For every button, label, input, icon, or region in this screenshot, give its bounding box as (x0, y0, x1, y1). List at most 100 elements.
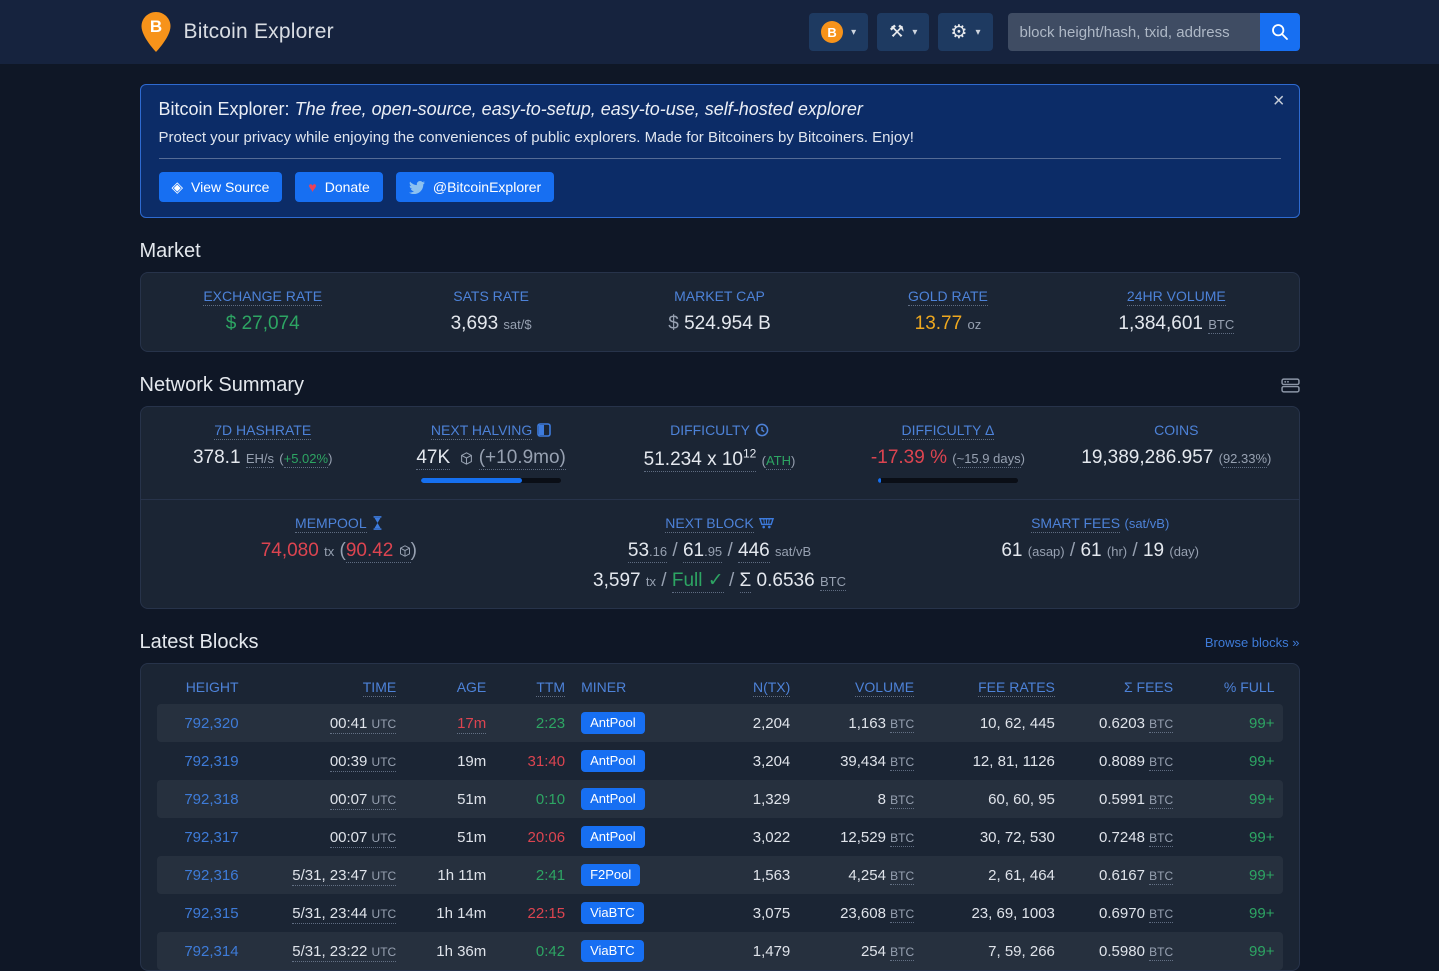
col-ttm: TTM (536, 679, 566, 697)
block-time: 5/31, 23:22 UTC (292, 942, 397, 962)
stat-coins: COINS 19,389,286.957 (92.33%) (1081, 422, 1272, 468)
col-sum-fees: Σ FEES (1124, 679, 1174, 695)
block-fee-rates: 30, 72, 530 (979, 828, 1055, 846)
next-block-label: NEXT BLOCK (665, 515, 754, 533)
block-time: 00:39 UTC (329, 752, 397, 772)
block-volume: 12,529 BTC (840, 828, 915, 847)
latest-blocks-heading: Latest Blocks (139, 631, 259, 653)
next-block-total-fees: 0.6536 (756, 570, 815, 591)
clock-icon (755, 423, 769, 437)
block-cube-icon (399, 545, 410, 557)
mempool-label: MEMPOOL (295, 515, 367, 533)
block-ntx: 1,479 (752, 942, 791, 960)
stat-mempool: MEMPOOL 74,080 tx (90.42 ) (260, 515, 417, 563)
col-ntx: N(TX) (752, 679, 791, 697)
block-ntx: 3,022 (752, 828, 791, 846)
block-ntx: 3,204 (752, 752, 791, 770)
block-height-link[interactable]: 792,320 (184, 714, 239, 732)
block-volume: 8 BTC (877, 790, 915, 809)
block-height-link[interactable]: 792,316 (184, 866, 239, 884)
block-volume: 4,254 BTC (848, 866, 915, 885)
browse-blocks-link[interactable]: Browse blocks » (1204, 635, 1300, 650)
block-ttm: 20:06 (527, 828, 566, 846)
sats-rate-value: 3,693 (450, 313, 499, 334)
check-icon: ✓ (707, 570, 724, 591)
stat-24hr-volume: 24HR VOLUME 1,384,601 BTC (1118, 288, 1235, 334)
twitter-button[interactable]: @BitcoinExplorer (395, 172, 555, 202)
block-fee-rates: 60, 60, 95 (988, 790, 1055, 808)
miner-badge[interactable]: AntPool (581, 826, 645, 848)
next-halving-label: NEXT HALVING (430, 422, 533, 440)
blocks-header-row: HEIGHT TIME AGE TTM MINER N(TX) VOLUME F… (157, 666, 1283, 704)
block-time: 5/31, 23:44 UTC (292, 904, 397, 924)
search-button[interactable] (1259, 13, 1300, 51)
tools-icon: ⚒ (889, 22, 905, 41)
block-fees: 0.6203 BTC (1099, 714, 1174, 733)
block-height-link[interactable]: 792,318 (184, 790, 239, 808)
hashrate-label: 7D HASHRATE (214, 422, 312, 440)
block-ttm: 0:42 (535, 942, 566, 960)
miner-badge[interactable]: ViaBTC (581, 940, 644, 962)
miner-badge[interactable]: ViaBTC (581, 902, 644, 924)
navbar: B Bitcoin Explorer B ▾ ⚒ ▾ ⚙ ▾ (0, 0, 1439, 64)
market-card: EXCHANGE RATE $ 27,074 SATS RATE 3,693 s… (139, 272, 1300, 352)
col-age: AGE (456, 679, 487, 695)
hourglass-icon (373, 516, 382, 530)
col-fee-rates: FEE RATES (978, 679, 1055, 697)
stat-next-block: NEXT BLOCK 53.16 / 61.95 / 446 sat/vB 3,… (593, 515, 846, 593)
banner-title: Bitcoin Explorer: The free, open-source,… (158, 99, 863, 119)
miner-badge[interactable]: F2Pool (581, 864, 641, 886)
block-age: 17m (457, 714, 487, 734)
block-volume: 1,163 BTC (848, 714, 915, 733)
sigma-symbol: Σ (739, 570, 752, 593)
difficulty-delta-value: -17.39 (870, 447, 925, 468)
close-icon[interactable]: × (1272, 90, 1285, 112)
twitter-bird-icon (408, 180, 425, 194)
search-input[interactable] (1007, 13, 1260, 51)
chevron-down-icon: ▾ (912, 26, 918, 38)
volume-label: 24HR VOLUME (1126, 288, 1226, 306)
banner-subtitle: Protect your privacy while enjoying the … (158, 129, 914, 146)
difficulty-value: 51.234 x 1012 (643, 447, 757, 473)
coin-dropdown-button[interactable]: B ▾ (809, 13, 869, 51)
block-row: 792,316 5/31, 23:47 UTC 1h 11m 2:41 F2Po… (156, 856, 1283, 894)
block-full-pct: 99+ (1249, 790, 1275, 808)
gold-rate-value: 13.77 (914, 313, 963, 334)
block-height-link[interactable]: 792,317 (184, 828, 239, 846)
view-source-button[interactable]: ◈ View Source (158, 172, 283, 202)
block-fee-rates: 2, 61, 464 (988, 866, 1055, 884)
coins-label: COINS (1154, 422, 1199, 438)
miner-badge[interactable]: AntPool (581, 750, 645, 772)
tools-dropdown-button[interactable]: ⚒ ▾ (877, 13, 930, 51)
block-row: 792,315 5/31, 23:44 UTC 1h 14m 22:15 Via… (157, 894, 1283, 932)
halving-icon (537, 423, 552, 437)
settings-dropdown-button[interactable]: ⚙ ▾ (938, 13, 993, 51)
exchange-rate-label: EXCHANGE RATE (203, 288, 323, 306)
block-ttm: 2:41 (535, 866, 566, 884)
server-list-icon[interactable] (1280, 378, 1300, 393)
stat-difficulty: DIFFICULTY 51.234 x 1012 (ATH) (643, 422, 796, 473)
sats-rate-label: SATS RATE (453, 288, 529, 304)
block-height-link[interactable]: 792,314 (184, 942, 239, 960)
block-volume: 23,608 BTC (840, 904, 915, 923)
miner-badge[interactable]: AntPool (581, 712, 645, 734)
retarget-eta: ~15.9 days (956, 451, 1021, 468)
donate-button[interactable]: ♥ Donate (295, 172, 383, 202)
search-group (1007, 13, 1300, 51)
block-volume: 39,434 BTC (840, 752, 915, 771)
mine-cart-icon (758, 518, 774, 529)
stat-smart-fees: SMART FEES (sat/vB) 61 (asap) / 61 (hr) … (1001, 515, 1199, 561)
market-cap-label: MARKET CAP (674, 288, 765, 304)
intro-banner: × Bitcoin Explorer: The free, open-sourc… (139, 84, 1300, 218)
block-height-link[interactable]: 792,319 (184, 752, 239, 770)
network-summary-card: 7D HASHRATE 378.1 EH/s (+5.02%) NEXT HAL… (139, 406, 1300, 609)
mempool-size: 90.42 (345, 540, 411, 563)
block-height-link[interactable]: 792,315 (184, 904, 239, 922)
brand-home-link[interactable]: B Bitcoin Explorer (140, 11, 334, 53)
col-time: TIME (362, 679, 397, 697)
block-ntx: 2,204 (752, 714, 791, 732)
block-ntx: 1,563 (752, 866, 791, 884)
gear-icon: ⚙ (950, 21, 968, 43)
miner-badge[interactable]: AntPool (581, 788, 645, 810)
chevron-down-icon: ▾ (851, 26, 857, 38)
